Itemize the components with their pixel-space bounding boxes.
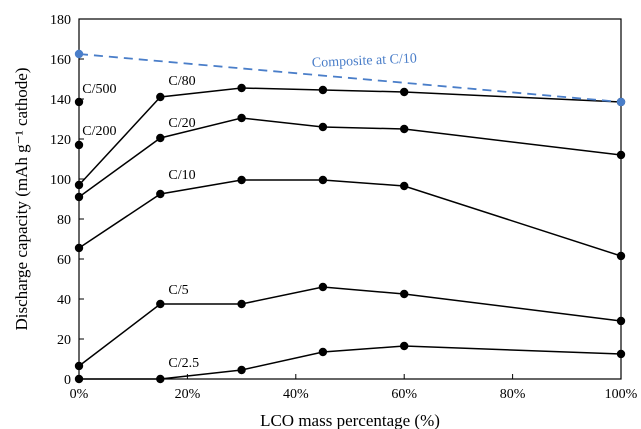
data-point-c-80 (74, 180, 84, 190)
data-point-c-20 (156, 133, 165, 143)
x-tick-label: 0% (70, 387, 89, 402)
data-point-c-2-5 (156, 374, 165, 384)
data-point-c-2-5 (616, 349, 626, 359)
data-point-c-200 (74, 140, 84, 150)
data-point-c-2-5 (237, 365, 246, 375)
series-line-c-10 (78, 179, 622, 257)
series-label-c-20: C/20 (168, 116, 195, 131)
data-point-composite-at-c-10 (74, 49, 84, 59)
y-tick-label: 0 (64, 373, 71, 388)
data-point-c-2-5 (318, 347, 328, 357)
data-point-c-10 (74, 243, 84, 253)
series-layer (74, 49, 626, 384)
data-point-c-5 (616, 316, 626, 326)
data-point-c-20 (237, 113, 246, 123)
data-point-c-10 (156, 189, 165, 199)
data-point-c-20 (400, 124, 409, 134)
x-tick-label: 100% (605, 387, 638, 402)
data-point-c-5 (74, 361, 84, 371)
x-tick-label: 20% (175, 387, 201, 402)
series-label-c-80: C/80 (168, 74, 195, 89)
series-line-c-5 (78, 286, 622, 367)
y-tick-label: 20 (57, 333, 71, 348)
y-tick-label: 40 (57, 293, 71, 308)
data-point-c-10 (318, 175, 328, 185)
data-point-c-500 (74, 97, 84, 107)
series-label-composite-at-c-10: Composite at C/10 (312, 51, 418, 71)
y-tick-label: 80 (57, 213, 71, 228)
x-tick-label: 80% (500, 387, 526, 402)
data-point-c-10 (237, 175, 246, 185)
labels-layer: C/80 C/20 C/10 C/5 C/2.5 Composite at C/10 C/5… (82, 51, 417, 371)
data-point-composite-at-c-10 (616, 97, 626, 107)
series-label-c-10: C/10 (168, 168, 195, 183)
y-tick-label: 160 (50, 53, 71, 68)
data-point-c-20 (318, 122, 328, 132)
data-point-c-20 (616, 150, 626, 160)
y-tick-label: 180 (50, 13, 71, 28)
y-tick-label: 140 (50, 93, 71, 108)
series-label-c-2-5: C/2.5 (168, 356, 199, 371)
data-point-c-80 (318, 85, 328, 95)
y-tick-label: 60 (57, 253, 71, 268)
data-point-c-10 (616, 251, 626, 261)
data-point-c-80 (156, 92, 165, 102)
y-tick-label: 100 (50, 173, 71, 188)
data-point-c-5 (237, 299, 246, 309)
x-tick-label: 60% (391, 387, 417, 402)
series-line-composite-at-c-10 (78, 53, 622, 103)
data-point-c-2-5 (74, 374, 84, 384)
data-point-c-80 (237, 83, 246, 93)
series-label-c-5: C/5 (168, 283, 188, 298)
axes: 0 20 40 60 80 100 120 140 160 180 0% 20% 40% 60% 80% 10… (50, 13, 638, 402)
series-line-c-80 (78, 87, 622, 186)
y-tick-label: 120 (50, 133, 71, 148)
data-point-c-5 (400, 289, 409, 299)
data-point-c-5 (156, 299, 165, 309)
x-tick-label: 40% (283, 387, 309, 402)
y-axis-title: Discharge capacity (mAh g⁻¹ cathode) (12, 68, 31, 331)
data-point-c-10 (400, 181, 409, 191)
series-line-c-2-5 (79, 345, 622, 380)
series-line-c-20 (78, 117, 622, 198)
data-point-c-20 (74, 192, 84, 202)
x-axis-title: LCO mass percentage (%) (260, 411, 440, 429)
series-label-c-200: C/200 (82, 124, 116, 139)
plot-frame (78, 18, 622, 380)
data-point-c-5 (318, 282, 328, 292)
series-label-c-500: C/500 (82, 82, 116, 97)
data-point-c-2-5 (400, 341, 409, 351)
data-point-c-80 (400, 87, 409, 97)
